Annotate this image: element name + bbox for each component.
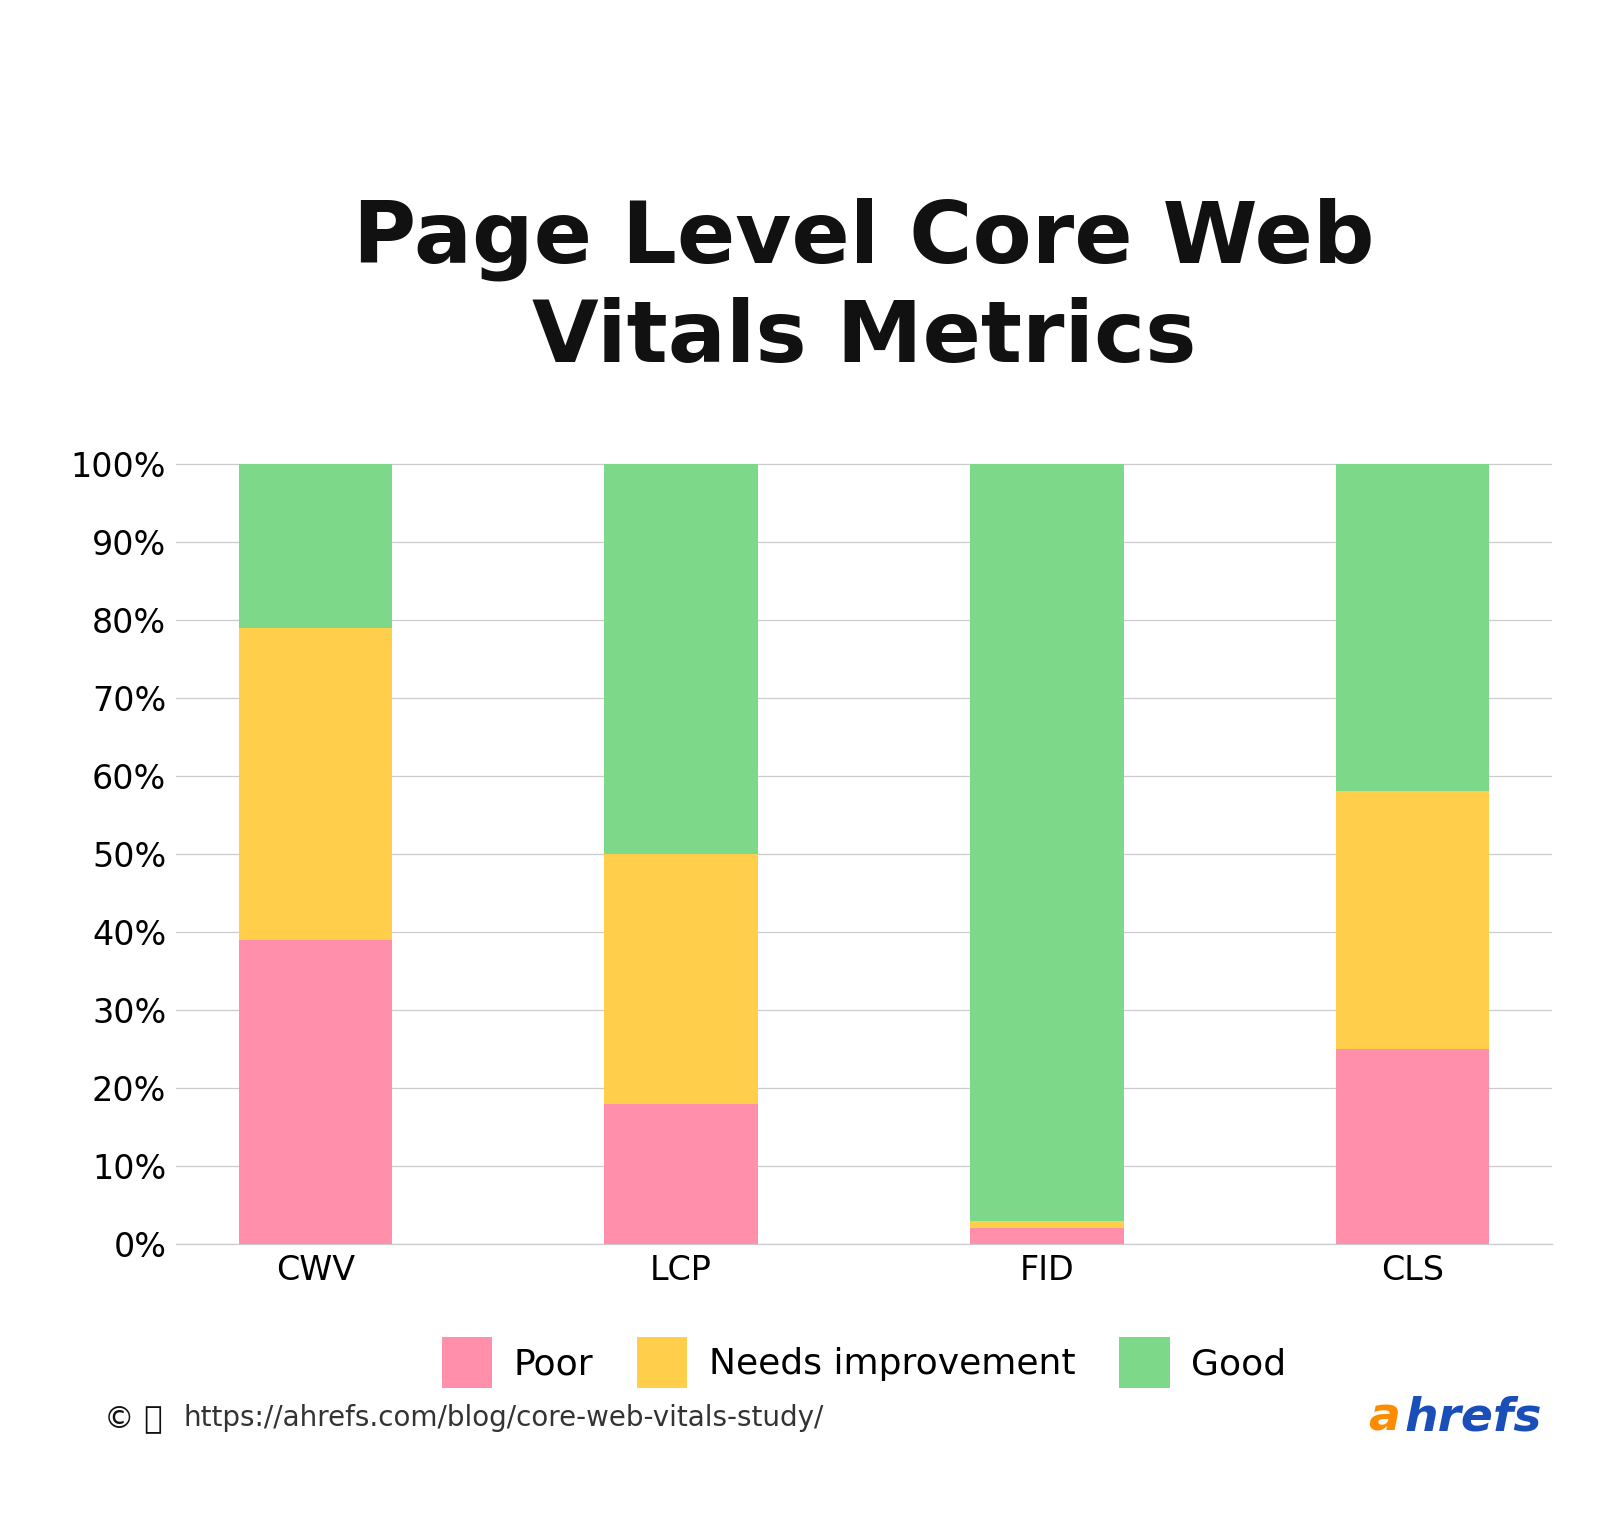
Bar xyxy=(970,1221,1123,1229)
Bar xyxy=(238,628,392,939)
Bar xyxy=(605,854,758,1103)
Text: hrefs: hrefs xyxy=(1405,1396,1542,1441)
Legend: Poor, Needs improvement, Good: Poor, Needs improvement, Good xyxy=(424,1318,1304,1406)
Bar xyxy=(1336,464,1490,792)
Bar xyxy=(1336,792,1490,1048)
Text: © ⓘ: © ⓘ xyxy=(104,1403,163,1434)
Bar xyxy=(1336,1048,1490,1244)
Bar xyxy=(238,939,392,1244)
Bar xyxy=(605,464,758,854)
Text: a: a xyxy=(1368,1396,1400,1441)
Bar xyxy=(970,464,1123,1221)
Text: Page Level Core Web
Vitals Metrics: Page Level Core Web Vitals Metrics xyxy=(354,197,1374,379)
Bar xyxy=(970,1229,1123,1244)
Text: https://ahrefs.com/blog/core-web-vitals-study/: https://ahrefs.com/blog/core-web-vitals-… xyxy=(184,1405,824,1432)
Bar xyxy=(238,464,392,628)
Bar xyxy=(605,1103,758,1244)
